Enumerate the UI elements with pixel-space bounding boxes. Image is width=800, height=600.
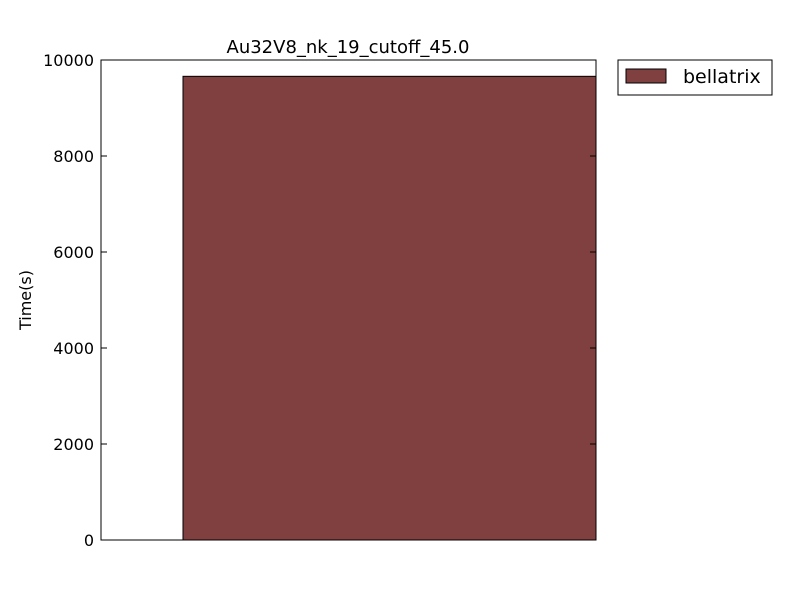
y-tick-label: 4000 <box>53 339 94 358</box>
bar-bellatrix-0 <box>182 75 597 541</box>
bars-layer <box>182 75 597 541</box>
y-axis: 0 2000 4000 6000 8000 10000 <box>43 51 596 550</box>
legend-label: bellatrix <box>683 66 761 88</box>
legend-swatch <box>625 68 667 84</box>
y-tick-label: 6000 <box>53 243 94 262</box>
chart-title: Au32V8_nk_19_cutoff_45.0 <box>227 37 470 58</box>
y-axis-label: Time(s) <box>16 270 35 331</box>
y-tick-label: 2000 <box>53 435 94 454</box>
y-tick-label: 8000 <box>53 147 94 166</box>
plot-frame <box>100 59 597 541</box>
y-tick-label: 10000 <box>43 51 94 70</box>
y-tick-label: 0 <box>84 531 94 550</box>
legend: bellatrix <box>617 59 773 96</box>
